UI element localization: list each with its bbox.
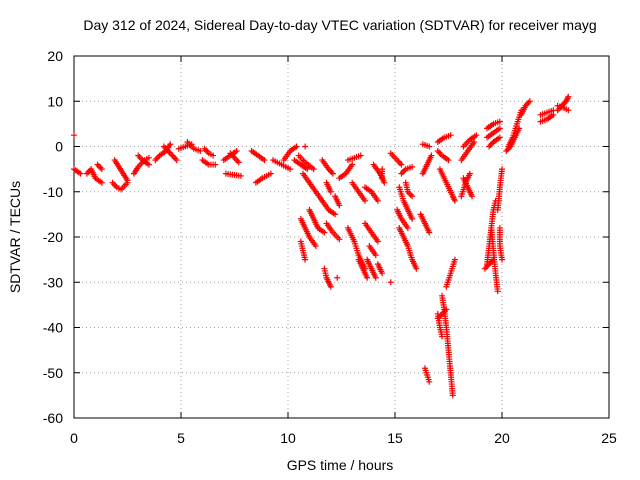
data-point <box>426 229 433 236</box>
data-point <box>304 166 311 173</box>
data-point <box>261 157 268 164</box>
data-point <box>445 157 452 164</box>
y-axis-title: SDTVAR / TECUs <box>7 181 23 293</box>
data-point <box>321 229 328 236</box>
data-point <box>374 238 381 245</box>
data-point <box>387 279 394 286</box>
data-point <box>334 274 341 281</box>
x-tick-label: 25 <box>601 430 617 446</box>
x-tick-label: 0 <box>70 430 78 446</box>
y-tick-label: -10 <box>43 184 63 200</box>
data-point <box>374 197 381 204</box>
data-point <box>451 197 458 204</box>
axis-ticks: 0 5 10 15 20 25 -60 -50 -40 -30 -20 -10 0 10 20 <box>43 48 617 446</box>
data-point <box>312 243 319 250</box>
data-point <box>409 193 416 200</box>
y-tick-label: -40 <box>43 320 63 336</box>
data-point <box>449 392 456 399</box>
chart-title: Day 312 of 2024, Sidereal Day-to-day VTE… <box>83 17 596 33</box>
data-point <box>287 166 294 173</box>
data-point <box>349 161 356 168</box>
x-axis-title: GPS time / hours <box>287 457 394 473</box>
data-point <box>439 333 446 340</box>
data-points <box>71 93 572 399</box>
data-point <box>473 132 480 139</box>
x-tick-label: 15 <box>387 430 403 446</box>
data-point <box>496 134 503 141</box>
data-point <box>237 172 244 179</box>
data-point <box>466 170 473 177</box>
data-point <box>565 93 572 100</box>
y-tick-label: -30 <box>43 274 63 290</box>
data-point <box>496 125 503 132</box>
data-point <box>77 170 84 177</box>
data-point <box>471 138 478 145</box>
data-point <box>494 288 501 295</box>
data-point <box>413 265 420 272</box>
data-point <box>409 163 416 170</box>
data-point <box>409 215 416 222</box>
data-point <box>332 211 339 218</box>
y-tick-label: -60 <box>43 410 63 426</box>
data-point <box>372 252 379 259</box>
data-point <box>235 159 242 166</box>
data-point <box>327 188 334 195</box>
data-point <box>145 154 152 161</box>
data-point <box>267 170 274 177</box>
data-point <box>379 270 386 277</box>
data-point <box>565 107 572 114</box>
data-point <box>336 236 343 243</box>
data-point <box>302 143 309 150</box>
y-tick-label: -50 <box>43 365 63 381</box>
data-point <box>210 152 217 159</box>
data-point <box>362 197 369 204</box>
y-tick-label: 10 <box>47 93 63 109</box>
data-point <box>167 141 174 148</box>
data-point <box>329 170 336 177</box>
data-point <box>451 256 458 263</box>
data-point <box>526 98 533 105</box>
y-tick-label: 20 <box>47 48 63 64</box>
data-point <box>426 143 433 150</box>
data-point <box>426 378 433 385</box>
x-tick-label: 10 <box>280 430 296 446</box>
data-point <box>357 152 364 159</box>
data-point <box>419 170 426 177</box>
grid-lines <box>74 56 609 418</box>
data-point <box>98 179 105 186</box>
data-point <box>499 256 505 263</box>
data-point <box>233 148 240 155</box>
data-point <box>124 177 131 184</box>
data-point <box>145 161 152 168</box>
data-point <box>212 161 219 168</box>
data-point <box>372 274 379 281</box>
data-point <box>197 148 204 155</box>
data-point <box>381 179 388 186</box>
data-point <box>302 256 309 263</box>
data-point <box>516 125 523 132</box>
x-tick-label: 5 <box>177 430 185 446</box>
data-point <box>310 166 317 173</box>
y-tick-label: -20 <box>43 229 63 245</box>
data-point <box>496 118 503 125</box>
data-point <box>469 193 476 200</box>
data-point <box>499 166 505 173</box>
data-point <box>443 306 450 313</box>
data-point <box>398 161 405 168</box>
data-point <box>447 132 454 139</box>
data-point <box>404 224 411 231</box>
data-point <box>293 143 300 150</box>
x-tick-label: 20 <box>494 430 510 446</box>
y-tick-label: 0 <box>55 139 63 155</box>
data-point <box>336 202 343 209</box>
data-point <box>327 283 334 290</box>
data-point <box>71 132 77 139</box>
data-point <box>98 166 105 173</box>
data-point <box>173 157 180 164</box>
data-point <box>364 274 371 281</box>
